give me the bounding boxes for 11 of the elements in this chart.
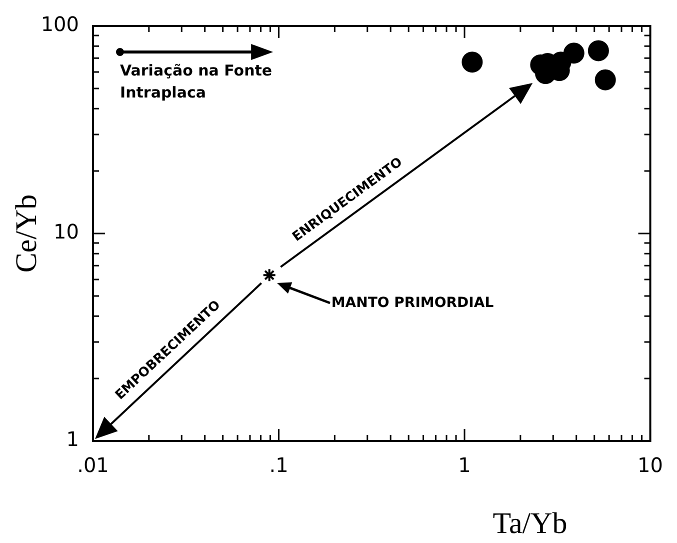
x-tick-label: 1 bbox=[458, 453, 471, 478]
y-axis-title: Ce/Yb bbox=[10, 194, 43, 273]
x-axis-title: Ta/Yb bbox=[492, 507, 568, 540]
x-tick-label: .1 bbox=[269, 453, 288, 478]
annotation: Variação na Fonte Intraplaca bbox=[120, 61, 272, 102]
y-tick-label: 100 bbox=[40, 12, 79, 36]
x-tick-label: 10 bbox=[638, 453, 663, 478]
x-tick-label: .01 bbox=[77, 453, 109, 478]
legend-label: MANTO PRIMORDIAL bbox=[331, 294, 494, 311]
y-tick-label: 1 bbox=[66, 427, 79, 452]
y-tick-label: 10 bbox=[54, 220, 79, 244]
